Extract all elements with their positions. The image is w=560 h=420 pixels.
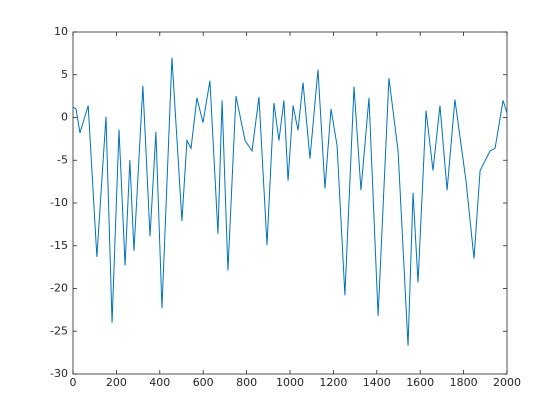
x-tick-label: 800 [236, 376, 257, 389]
x-tick-label: 0 [70, 376, 77, 389]
x-tick-label: 1800 [450, 376, 478, 389]
y-tick-label: 10 [54, 25, 68, 38]
x-tick-label: 1600 [406, 376, 434, 389]
y-tick-label: 0 [61, 111, 68, 124]
y-tick-label: -10 [50, 196, 68, 209]
y-tick-label: 5 [61, 68, 68, 81]
x-tick-label: 200 [106, 376, 127, 389]
x-tick-label: 1200 [319, 376, 347, 389]
y-tick-label: -20 [50, 282, 68, 295]
y-tick-label: -5 [57, 153, 68, 166]
x-tick-label: 2000 [493, 376, 521, 389]
plot-box [72, 31, 508, 375]
x-tick-label: 400 [149, 376, 170, 389]
x-tick-label: 600 [193, 376, 214, 389]
x-tick-label: 1000 [276, 376, 304, 389]
x-tick-label: 1400 [363, 376, 391, 389]
line-series [72, 57, 508, 346]
y-tick-label: -25 [50, 324, 68, 337]
y-tick-label: -30 [50, 367, 68, 380]
y-tick-label: -15 [50, 239, 68, 252]
